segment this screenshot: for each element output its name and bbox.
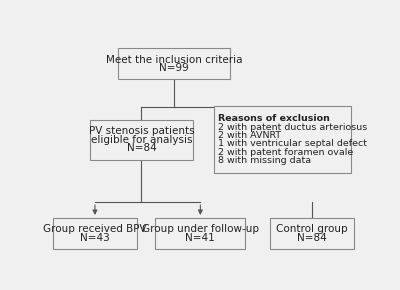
Text: Group under follow-up: Group under follow-up: [142, 224, 259, 234]
FancyBboxPatch shape: [270, 218, 354, 249]
Text: Control group: Control group: [276, 224, 348, 234]
FancyBboxPatch shape: [155, 218, 245, 249]
Text: eligible for analysis: eligible for analysis: [91, 135, 192, 145]
FancyBboxPatch shape: [90, 120, 193, 160]
Text: PV stenosis patients: PV stenosis patients: [89, 126, 194, 136]
Text: N=84: N=84: [126, 143, 156, 153]
Text: Group received BPV: Group received BPV: [43, 224, 147, 234]
Text: N=99: N=99: [159, 63, 189, 73]
FancyBboxPatch shape: [118, 48, 230, 79]
Text: 2 with AVNRT: 2 with AVNRT: [218, 131, 281, 140]
Text: 8 with missing data: 8 with missing data: [218, 157, 311, 166]
Text: Reasons of exclusion: Reasons of exclusion: [218, 114, 330, 123]
Text: 2 with patent ductus arteriosus: 2 with patent ductus arteriosus: [218, 122, 367, 132]
FancyBboxPatch shape: [53, 218, 137, 249]
FancyBboxPatch shape: [214, 106, 351, 173]
Text: N=43: N=43: [80, 233, 110, 243]
Text: 1 with ventricular septal defect: 1 with ventricular septal defect: [218, 139, 367, 148]
Text: Meet the inclusion criteria: Meet the inclusion criteria: [106, 55, 242, 65]
Text: N=84: N=84: [297, 233, 327, 243]
Text: 2 with patent foramen ovale: 2 with patent foramen ovale: [218, 148, 353, 157]
Text: N=41: N=41: [186, 233, 215, 243]
